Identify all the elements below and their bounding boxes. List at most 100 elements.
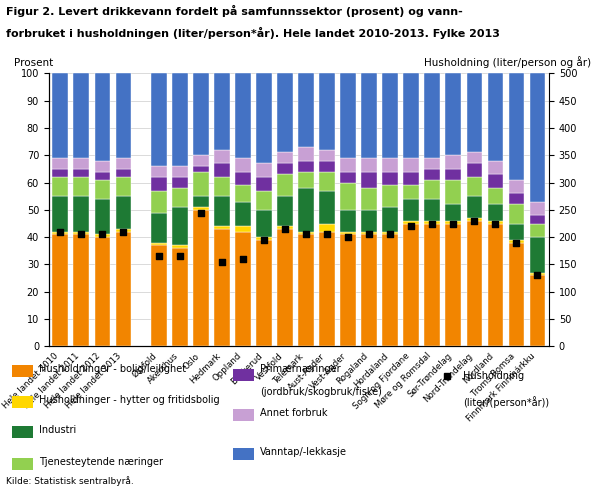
- Bar: [361, 232, 377, 234]
- Bar: [214, 229, 230, 346]
- Point: [386, 230, 395, 238]
- Bar: [52, 158, 68, 169]
- Bar: [529, 273, 545, 275]
- Bar: [403, 172, 419, 185]
- Bar: [382, 232, 398, 234]
- Bar: [151, 213, 167, 243]
- Bar: [278, 174, 293, 196]
- Bar: [487, 73, 503, 161]
- Bar: [340, 158, 356, 172]
- Bar: [73, 158, 89, 169]
- Bar: [214, 177, 230, 196]
- Bar: [193, 196, 209, 207]
- FancyBboxPatch shape: [233, 448, 254, 460]
- Bar: [256, 210, 272, 237]
- FancyBboxPatch shape: [233, 409, 254, 421]
- Bar: [235, 202, 251, 226]
- Bar: [445, 155, 461, 169]
- Bar: [340, 210, 356, 232]
- Bar: [403, 199, 419, 221]
- Bar: [467, 163, 483, 177]
- Text: Husholdninger - hytter og fritidsbolig: Husholdninger - hytter og fritidsbolig: [39, 395, 220, 405]
- Bar: [445, 221, 461, 224]
- Bar: [361, 188, 377, 210]
- Bar: [73, 196, 89, 232]
- Bar: [445, 169, 461, 180]
- Point: [196, 209, 206, 217]
- Bar: [425, 224, 440, 346]
- Bar: [214, 196, 230, 226]
- Bar: [95, 199, 110, 234]
- Bar: [467, 177, 483, 196]
- Bar: [278, 163, 293, 174]
- Bar: [151, 243, 167, 245]
- Bar: [487, 188, 503, 204]
- Bar: [172, 248, 188, 346]
- Point: [428, 220, 437, 227]
- Bar: [151, 73, 167, 166]
- Bar: [172, 245, 188, 248]
- Bar: [115, 229, 131, 232]
- Text: (liter/(person*år)): (liter/(person*år)): [464, 396, 550, 408]
- Bar: [115, 196, 131, 229]
- Bar: [467, 152, 483, 163]
- Text: Vanntap/-lekkasje: Vanntap/-lekkasje: [260, 447, 347, 457]
- Bar: [509, 180, 525, 193]
- Bar: [403, 221, 419, 224]
- Bar: [529, 224, 545, 237]
- Point: [533, 271, 542, 279]
- Point: [512, 239, 522, 246]
- Bar: [340, 183, 356, 210]
- FancyBboxPatch shape: [12, 458, 33, 469]
- Bar: [445, 204, 461, 221]
- Bar: [320, 161, 335, 172]
- Bar: [487, 161, 503, 174]
- Bar: [193, 155, 209, 166]
- Bar: [509, 243, 525, 346]
- Bar: [278, 152, 293, 163]
- Bar: [509, 224, 525, 240]
- Bar: [445, 224, 461, 346]
- Bar: [340, 73, 356, 158]
- Text: Industri: Industri: [39, 425, 76, 435]
- Bar: [361, 172, 377, 188]
- Text: Kilde: Statistisk sentralbyrå.: Kilde: Statistisk sentralbyrå.: [6, 476, 134, 486]
- Text: Husholdning (liter/person og år): Husholdning (liter/person og år): [425, 56, 592, 68]
- Bar: [172, 188, 188, 207]
- Bar: [382, 73, 398, 158]
- Bar: [256, 73, 272, 163]
- Bar: [320, 232, 335, 346]
- Bar: [115, 73, 131, 158]
- Point: [98, 230, 107, 238]
- Bar: [382, 185, 398, 207]
- Bar: [529, 275, 545, 346]
- Bar: [509, 73, 525, 180]
- Bar: [193, 73, 209, 155]
- Bar: [403, 158, 419, 172]
- Bar: [151, 177, 167, 191]
- Bar: [445, 73, 461, 155]
- Point: [364, 230, 374, 238]
- FancyBboxPatch shape: [12, 366, 33, 377]
- Bar: [467, 73, 483, 152]
- Bar: [425, 180, 440, 199]
- Bar: [256, 177, 272, 191]
- Point: [323, 230, 332, 238]
- Bar: [214, 226, 230, 229]
- Point: [217, 258, 227, 265]
- Text: Tjenesteytende næringer: Tjenesteytende næringer: [39, 457, 163, 467]
- Bar: [340, 234, 356, 346]
- Bar: [278, 73, 293, 152]
- Bar: [235, 73, 251, 158]
- Bar: [425, 221, 440, 224]
- Bar: [509, 240, 525, 243]
- Bar: [487, 221, 503, 224]
- Bar: [298, 172, 314, 188]
- Bar: [73, 177, 89, 196]
- Bar: [382, 207, 398, 232]
- Bar: [529, 73, 545, 202]
- Bar: [95, 180, 110, 199]
- Bar: [73, 169, 89, 177]
- Bar: [361, 234, 377, 346]
- Bar: [298, 232, 314, 234]
